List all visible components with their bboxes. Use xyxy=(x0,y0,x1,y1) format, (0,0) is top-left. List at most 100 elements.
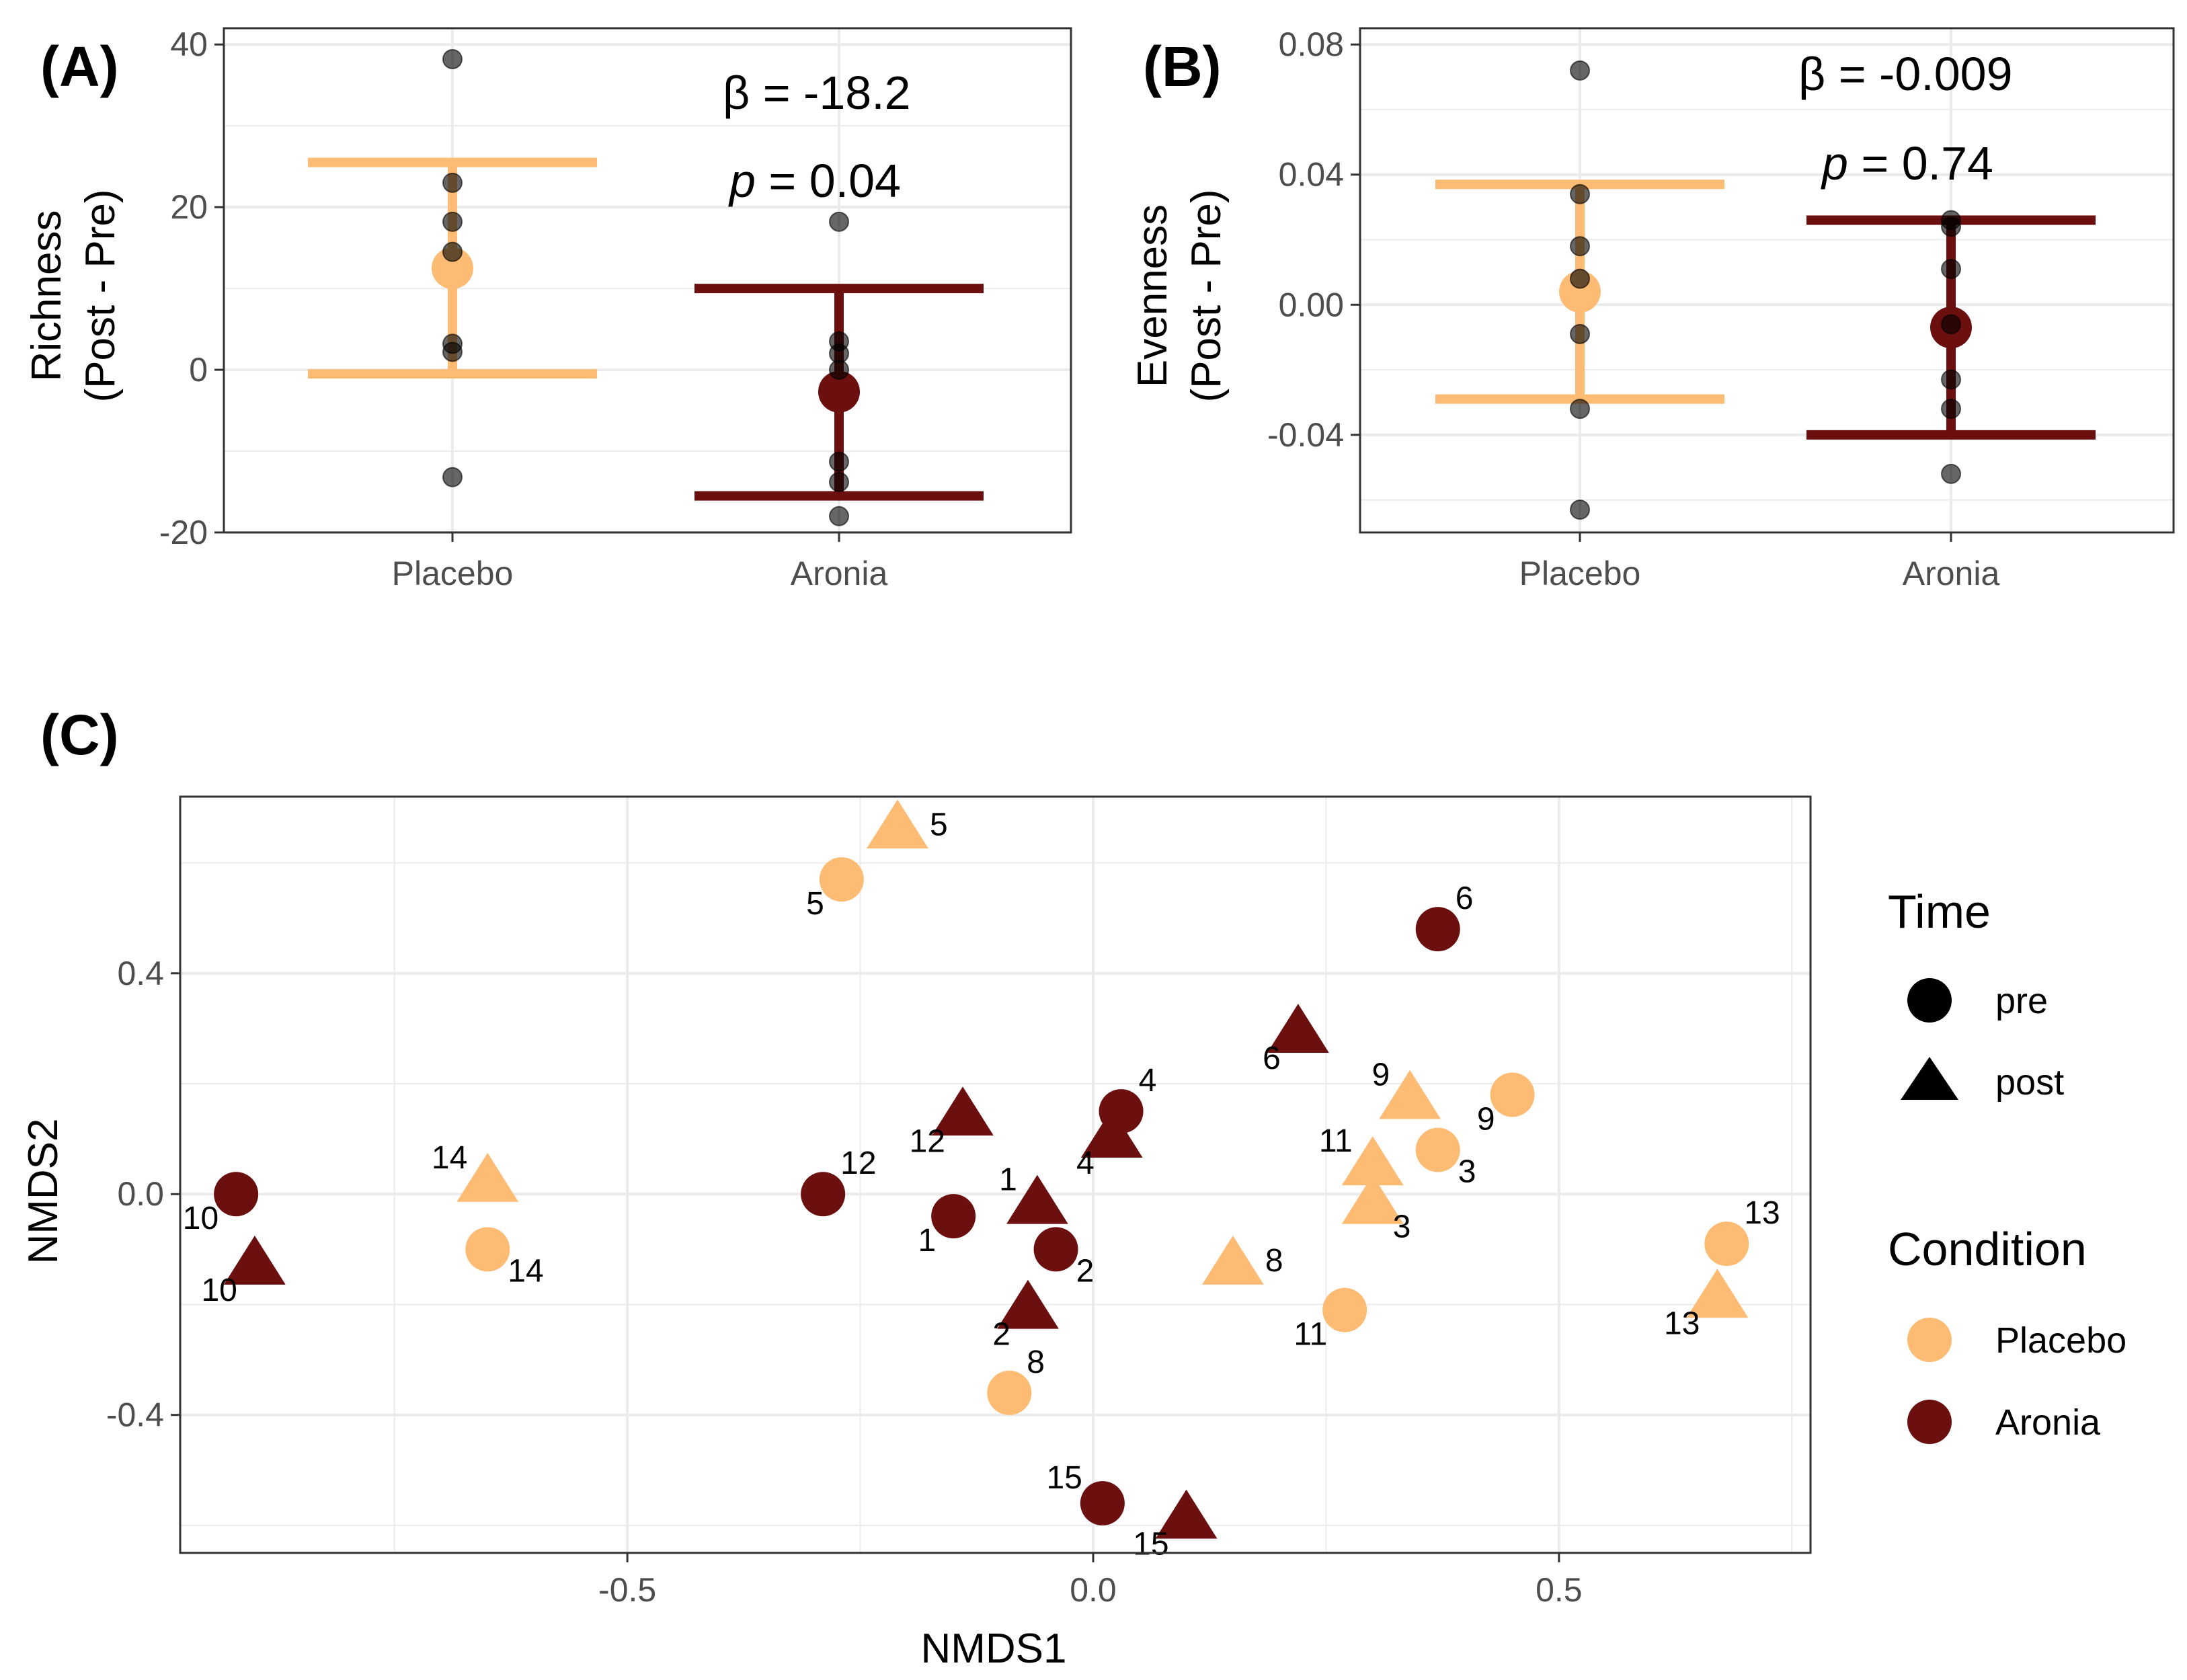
nmds-pre-placebo-9 xyxy=(1490,1072,1535,1117)
nmds-point-label: 6 xyxy=(1263,1041,1281,1076)
panel-b-beta-symbol: β xyxy=(1798,48,1825,100)
panel-a-mean-point-placebo xyxy=(432,247,473,289)
panel-b-data-point xyxy=(1570,499,1590,520)
nmds-pre-aronia-10 xyxy=(214,1172,259,1217)
panel-c-border xyxy=(179,795,1812,1554)
panel-a-data-point xyxy=(829,506,849,526)
panel-b-data-point xyxy=(1570,323,1590,344)
panel-c-y-tick-label: -0.4 xyxy=(106,1396,164,1434)
nmds-post-placebo-5 xyxy=(867,799,928,849)
panel-a-grid xyxy=(224,28,1071,534)
panel-a-data-point xyxy=(442,467,463,487)
nmds-point-label: 10 xyxy=(201,1273,237,1308)
panel-c-y-tick-label: 0.0 xyxy=(117,1175,164,1213)
nmds-pre-aronia-1 xyxy=(931,1194,976,1239)
nmds-point-label: 13 xyxy=(1664,1306,1700,1341)
panel-a-y-tick-label: 0 xyxy=(189,351,208,389)
nmds-pre-placebo-14 xyxy=(465,1227,510,1272)
nmds-point-label: 5 xyxy=(930,807,948,842)
panel-b-x-tick-label: Aronia xyxy=(1903,555,2000,592)
nmds-post-placebo-9 xyxy=(1379,1070,1441,1119)
panel-a: (A) 40 20 0 -20 Placebo Aronia Richness (Pos… xyxy=(24,26,1072,592)
nmds-point-label: 8 xyxy=(1265,1243,1283,1279)
nmds-point-label: 14 xyxy=(508,1253,543,1289)
nmds-post-placebo-11 xyxy=(1341,1136,1404,1186)
nmds-point-label: 6 xyxy=(1456,881,1474,916)
panel-c: (C) 551414881111339913131010121211224466… xyxy=(20,703,2126,1672)
nmds-point-label: 3 xyxy=(1393,1209,1411,1245)
panel-b-ylabel-line1: Evenness xyxy=(1129,204,1176,387)
panel-a-data-point xyxy=(442,172,463,193)
panel-b-y-ticks: 0.08 0.04 0.00 -0.04 xyxy=(1267,26,1360,454)
panel-c-x-tick-label: 0.0 xyxy=(1070,1571,1117,1609)
nmds-pre-placebo-5 xyxy=(819,857,864,902)
nmds-pre-placebo-11 xyxy=(1322,1287,1367,1332)
panel-c-y-ticks: 0.4 0.0 -0.4 xyxy=(106,955,180,1434)
legend-placebo-swatch xyxy=(1907,1318,1952,1362)
nmds-post-aronia-10 xyxy=(223,1235,286,1285)
panel-b-data-point xyxy=(1941,259,1961,280)
panel-a-data-point xyxy=(442,211,463,232)
panel-c-ylabel: NMDS2 xyxy=(20,1118,67,1264)
panel-b-data-point xyxy=(1941,216,1961,237)
panel-b-p-value: = 0.74 xyxy=(1848,137,1993,190)
legend: Time pre post Condition Placebo Aronia xyxy=(1888,885,2126,1444)
nmds-point-label: 10 xyxy=(183,1201,218,1236)
panel-b-data-point xyxy=(1570,236,1590,257)
nmds-point-label: 3 xyxy=(1458,1154,1476,1190)
legend-time-title: Time xyxy=(1888,885,1991,938)
nmds-point-label: 15 xyxy=(1046,1460,1082,1496)
panel-c-x-tick-label: 0.5 xyxy=(1536,1571,1583,1609)
panel-a-background xyxy=(224,28,1071,532)
nmds-point-label: 2 xyxy=(992,1317,1010,1353)
panel-a-data-point xyxy=(829,472,849,492)
panel-a-data-point xyxy=(442,241,463,262)
panel-a-ylabel-line1: Richness xyxy=(24,210,70,382)
panel-c-label: (C) xyxy=(40,703,119,766)
panel-a-marks xyxy=(308,48,984,526)
nmds-post-aronia-12 xyxy=(932,1086,994,1136)
panel-b-beta-annotation: β = -0.009 xyxy=(1798,48,2013,100)
panel-a-data-point xyxy=(442,48,463,69)
nmds-point-label: 11 xyxy=(1319,1123,1353,1159)
panel-a-x-tick-label: Placebo xyxy=(392,555,514,592)
nmds-point-label: 11 xyxy=(1294,1317,1327,1353)
legend-aronia-swatch xyxy=(1907,1400,1952,1444)
nmds-point-label: 1 xyxy=(918,1223,936,1258)
nmds-pre-aronia-2 xyxy=(1033,1227,1078,1272)
panel-a-y-ticks: 40 20 0 -20 xyxy=(159,26,224,551)
nmds-post-aronia-15 xyxy=(1155,1489,1218,1539)
panel-a-p-symbol: p xyxy=(728,155,756,207)
panel-b-p-symbol: p xyxy=(1821,137,1848,190)
nmds-post-aronia-6 xyxy=(1267,1004,1329,1053)
panel-b-border xyxy=(1359,27,2175,534)
nmds-post-placebo-13 xyxy=(1686,1269,1749,1318)
nmds-point-label: 1 xyxy=(999,1162,1017,1198)
nmds-pre-aronia-15 xyxy=(1080,1481,1125,1526)
panel-b-data-point xyxy=(1941,463,1961,484)
panel-b-data-point xyxy=(1570,268,1590,289)
panel-b-data-point xyxy=(1941,314,1961,335)
nmds-point-label: 8 xyxy=(1027,1345,1045,1380)
panel-a-ylabel-line2: (Post - Pre) xyxy=(77,190,124,403)
panel-b-marks xyxy=(1435,60,2096,520)
panel-b-y-tick-label: 0.04 xyxy=(1279,156,1344,194)
panel-a-data-point xyxy=(829,451,849,472)
legend-aronia-label: Aronia xyxy=(1995,1402,2101,1443)
nmds-pre-aronia-6 xyxy=(1415,907,1460,952)
panel-a-border xyxy=(223,27,1072,534)
panel-b-p-annotation: p = 0.74 xyxy=(1821,137,1993,190)
nmds-point-label: 15 xyxy=(1133,1527,1168,1562)
panel-b-x-ticks: Placebo Aronia xyxy=(1519,532,2000,592)
panel-a-p-annotation: p = 0.04 xyxy=(728,155,901,207)
nmds-post-aronia-4 xyxy=(1080,1109,1143,1158)
panel-a-y-tick-label: 20 xyxy=(170,188,208,226)
panel-a-beta-annotation: β = -18.2 xyxy=(723,67,911,119)
nmds-pre-placebo-8 xyxy=(987,1370,1032,1415)
nmds-point-label: 5 xyxy=(806,886,824,922)
nmds-point-label: 2 xyxy=(1076,1253,1095,1289)
panel-b-data-point xyxy=(1570,399,1590,419)
panel-a-beta-symbol: β xyxy=(723,67,750,119)
panel-a-x-tick-label: Aronia xyxy=(791,555,888,592)
